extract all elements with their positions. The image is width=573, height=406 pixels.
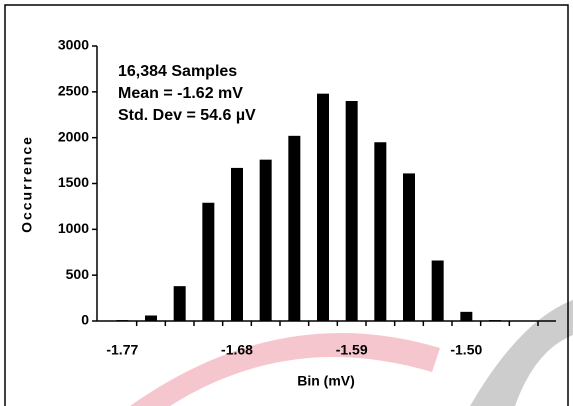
bar [288,135,301,321]
annotation: Std. Dev = 54.6 µV [118,107,256,124]
bar [259,159,272,321]
x-tick-label: -1.50 [450,342,482,358]
y-axis-label: Occurrence [19,135,35,233]
bar [317,93,329,322]
bar [403,173,415,321]
watermark-arc [470,300,573,406]
watermark-arc [130,333,440,406]
bar [145,315,157,321]
bar [231,167,243,321]
frame [4,4,569,406]
y-tick-label: 0 [81,312,89,328]
annotation: 16,384 Samples [118,63,237,80]
bar [202,202,215,321]
y-tick-label: 2500 [58,83,89,99]
bar [116,320,129,321]
annotation: Mean = -1.62 mV [118,85,243,102]
bar [374,142,387,321]
y-tick-label: 2000 [58,128,89,144]
bar [460,311,473,321]
y-tick-label: 500 [66,266,90,282]
bar [489,320,501,321]
bar [431,260,444,321]
x-axis-label: Bin (mV) [297,373,355,389]
x-tick-label: -1.68 [221,342,253,358]
y-tick-label: 1500 [58,174,89,190]
y-tick-label: 3000 [58,37,89,53]
x-tick-label: -1.77 [106,342,138,358]
bar [345,101,358,321]
bar [173,286,186,321]
x-tick-label: -1.59 [336,342,368,358]
y-tick-label: 1000 [58,220,89,236]
